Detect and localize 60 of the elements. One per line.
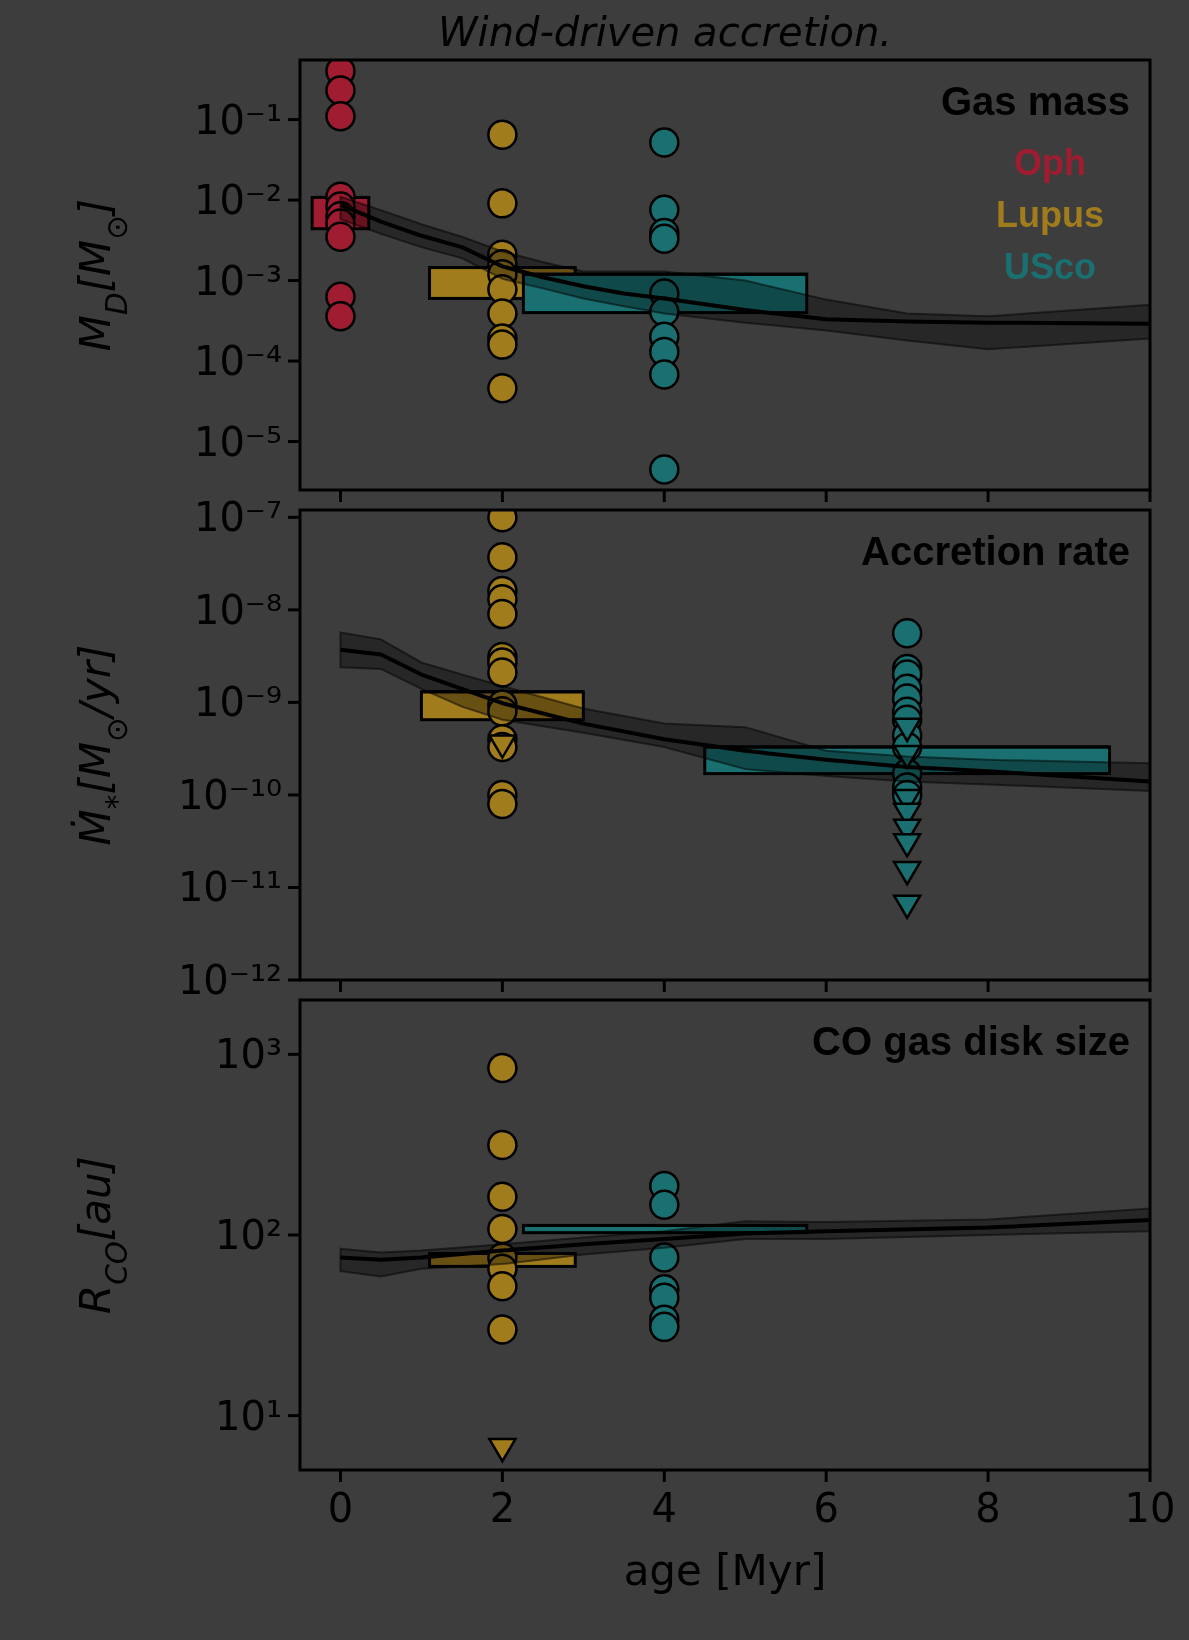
- y-tick-label: 10⁻⁹: [193, 679, 282, 726]
- y-tick-label: 10⁻⁴: [193, 338, 282, 385]
- point: [649, 1189, 680, 1221]
- text: Wind-driven accretion.: [437, 9, 893, 55]
- point: [487, 372, 518, 404]
- text: Gas mass: [940, 79, 1130, 123]
- x-tick-label: 8: [975, 1485, 1001, 1531]
- point: [649, 454, 680, 485]
- point: [487, 329, 518, 360]
- point: [325, 301, 356, 332]
- text: Accretion rate: [861, 529, 1130, 573]
- point: [487, 188, 518, 219]
- point: [892, 744, 922, 770]
- point: [325, 221, 356, 253]
- point: [487, 1181, 518, 1212]
- point: [487, 1052, 518, 1084]
- y-tick-label: 10⁻²: [193, 177, 282, 224]
- y-tick-label: 10²: [215, 1212, 282, 1258]
- point: [487, 1213, 518, 1245]
- text: CO gas disk size: [812, 1019, 1130, 1063]
- point: [487, 298, 518, 329]
- point: [649, 1311, 680, 1343]
- point: [488, 1437, 517, 1463]
- x-tick-label: 0: [327, 1485, 354, 1531]
- point: [891, 617, 923, 649]
- text: Oph: [1014, 142, 1086, 183]
- point: [487, 1314, 518, 1345]
- y-tick-label: 10⁻¹⁰: [177, 771, 282, 818]
- point: [649, 223, 680, 255]
- point: [487, 788, 518, 820]
- point: [892, 894, 922, 920]
- point: [649, 127, 680, 158]
- y-tick-label: 10⁻⁸: [193, 586, 282, 633]
- y-tick-label: 10⁻¹¹: [177, 864, 282, 911]
- y-tick-label: 10⁻¹²: [177, 957, 282, 1003]
- y-tick-label: 10¹: [215, 1392, 282, 1439]
- point: [892, 717, 922, 743]
- point: [487, 657, 518, 688]
- point: [487, 598, 518, 630]
- point: [487, 542, 518, 573]
- point: [649, 359, 680, 390]
- x-tick-label: 6: [813, 1485, 839, 1531]
- point: [325, 75, 356, 106]
- x-tick-label: 10: [1124, 1485, 1176, 1531]
- y-tick-label: 10³: [215, 1031, 282, 1078]
- x-tick-label: 4: [651, 1485, 678, 1531]
- y-tick-label: 10⁻¹: [193, 96, 282, 143]
- y-tick-label: 10⁻⁵: [193, 418, 282, 465]
- x-tick-label: 2: [489, 1485, 516, 1531]
- point: [325, 101, 356, 132]
- point: [649, 1242, 680, 1273]
- point: [487, 119, 518, 150]
- point: [892, 832, 922, 858]
- x-axis-title: age [Myr]: [623, 1546, 827, 1595]
- point: [892, 860, 922, 886]
- point: [487, 1129, 518, 1161]
- point: [487, 1271, 518, 1302]
- y-tick-label: 10⁻⁷: [193, 494, 282, 541]
- text: Lupus: [996, 194, 1104, 235]
- y-tick-label: 10⁻³: [193, 257, 282, 304]
